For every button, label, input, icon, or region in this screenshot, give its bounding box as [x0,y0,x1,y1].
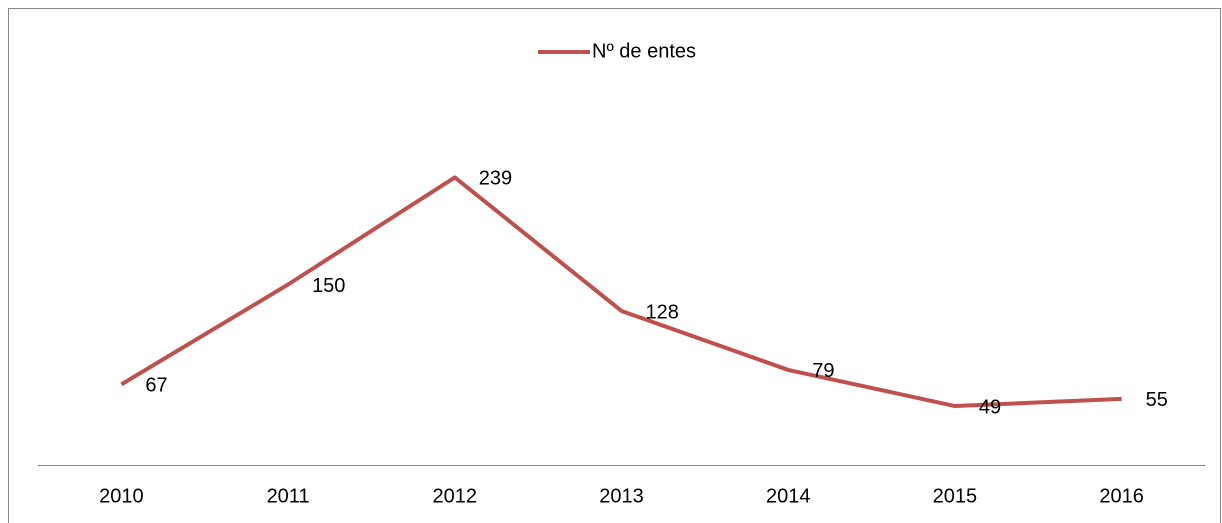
data-label: 150 [312,275,345,297]
chart-border [8,8,1221,523]
x-tick-label: 2012 [433,485,478,507]
legend-label: Nº de entes [592,40,696,62]
data-label: 128 [646,301,679,323]
data-label: 239 [479,168,512,190]
data-label: 49 [979,396,1001,418]
x-tick-label: 2015 [933,485,978,507]
x-tick-label: 2016 [1099,485,1144,507]
data-label: 79 [812,360,834,382]
data-label: 55 [1146,389,1168,411]
x-tick-label: 2013 [599,485,644,507]
data-line [120,175,1122,409]
x-tick-label: 2014 [766,485,811,507]
data-label: 67 [145,375,167,397]
x-tick-label: 2010 [99,485,144,507]
x-tick-label: 2011 [267,485,310,507]
